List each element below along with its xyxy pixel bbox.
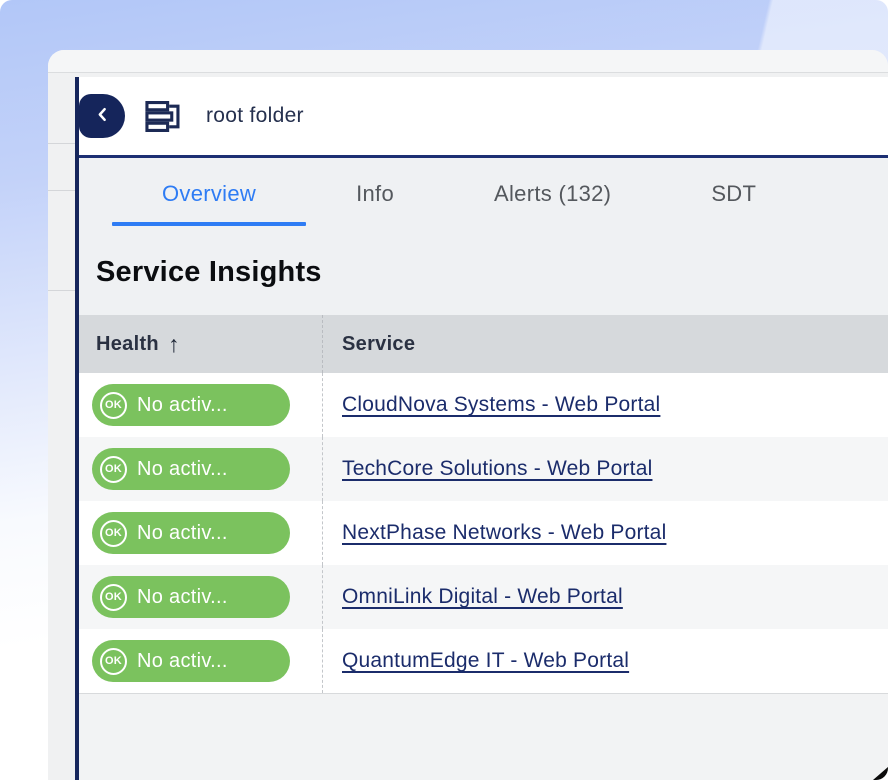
gutter-divider [48, 190, 75, 191]
table-row: OK No activ... OmniLink Digital - Web Po… [79, 565, 888, 629]
ok-circle-icon: OK [100, 647, 127, 675]
tab-bar: Overview Info Alerts (132) SDT [79, 158, 888, 230]
health-status-badge[interactable]: OK No activ... [92, 576, 290, 618]
health-status-label: No activ... [137, 457, 228, 480]
health-status-label: No activ... [137, 521, 228, 544]
gutter-divider [48, 143, 75, 144]
table-bottom-divider [79, 693, 888, 694]
table-row: OK No activ... CloudNova Systems - Web P… [79, 373, 888, 437]
column-header-health[interactable]: Health ↑ [79, 315, 323, 373]
health-cell: OK No activ... [79, 373, 323, 437]
service-link[interactable]: QuantumEdge IT - Web Portal [342, 649, 630, 672]
gutter-divider [48, 290, 75, 291]
health-status-badge[interactable]: OK No activ... [92, 512, 290, 554]
service-link[interactable]: CloudNova Systems - Web Portal [342, 393, 661, 416]
tab-overview[interactable]: Overview [112, 158, 307, 230]
health-cell: OK No activ... [79, 501, 323, 565]
resource-tree-icon [145, 100, 183, 132]
service-cell: TechCore Solutions - Web Portal [323, 437, 888, 501]
service-cell: NextPhase Networks - Web Portal [323, 501, 888, 565]
tab-sdt[interactable]: SDT [711, 181, 757, 206]
service-link[interactable]: TechCore Solutions - Web Portal [342, 457, 653, 480]
back-button[interactable] [79, 94, 125, 138]
header-divider [79, 155, 888, 158]
ok-circle-icon: OK [100, 583, 127, 611]
table-row: OK No activ... NextPhase Networks - Web … [79, 501, 888, 565]
page-title: Service Insights [96, 256, 322, 288]
health-cell: OK No activ... [79, 629, 323, 693]
table-row: OK No activ... QuantumEdge IT - Web Port… [79, 629, 888, 693]
breadcrumb: root folder [206, 104, 304, 127]
ok-circle-icon: OK [100, 391, 127, 419]
health-cell: OK No activ... [79, 565, 323, 629]
column-label: Service [342, 332, 416, 355]
health-status-badge[interactable]: OK No activ... [92, 384, 290, 426]
sort-arrow-up-icon: ↑ [167, 330, 180, 357]
service-link[interactable]: OmniLink Digital - Web Portal [342, 585, 623, 608]
tab-alerts[interactable]: Alerts (132) [494, 181, 612, 206]
health-status-label: No activ... [137, 393, 228, 416]
column-header-service[interactable]: Service [323, 315, 888, 373]
health-status-label: No activ... [137, 649, 228, 672]
service-cell: QuantumEdge IT - Web Portal [323, 629, 888, 693]
content-footer [79, 694, 888, 780]
panel-top-band [48, 50, 888, 73]
column-label: Health [96, 332, 159, 355]
health-cell: OK No activ... [79, 437, 323, 501]
health-status-badge[interactable]: OK No activ... [92, 640, 290, 682]
table-header: Health ↑ Service [79, 315, 888, 373]
service-cell: CloudNova Systems - Web Portal [323, 373, 888, 437]
table-row: OK No activ... TechCore Solutions - Web … [79, 437, 888, 501]
ok-circle-icon: OK [100, 519, 127, 547]
service-link[interactable]: NextPhase Networks - Web Portal [342, 521, 667, 544]
service-cell: OmniLink Digital - Web Portal [323, 565, 888, 629]
health-status-label: No activ... [137, 585, 228, 608]
ok-circle-icon: OK [100, 455, 127, 483]
main-content: root folder Overview Info Alerts (132) S… [75, 77, 888, 780]
breadcrumb-header: root folder [79, 77, 888, 155]
tab-info[interactable]: Info [356, 181, 394, 206]
chevron-left-icon [94, 106, 111, 126]
health-status-badge[interactable]: OK No activ... [92, 448, 290, 490]
title-row: Service Insights [79, 230, 888, 315]
